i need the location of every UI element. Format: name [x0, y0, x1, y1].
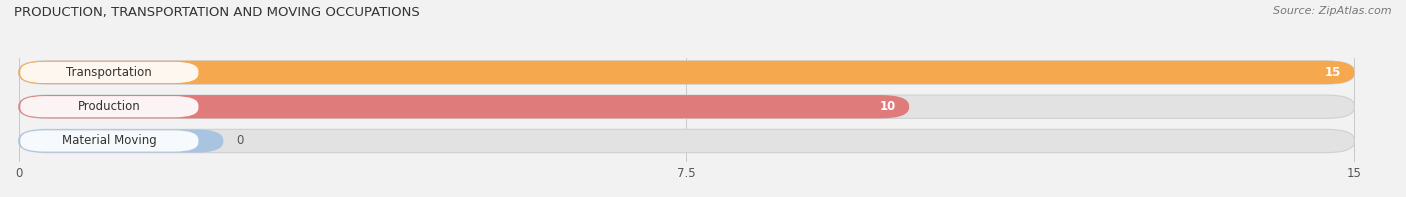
FancyBboxPatch shape — [18, 129, 1354, 153]
FancyBboxPatch shape — [18, 129, 224, 153]
Text: 15: 15 — [1324, 66, 1341, 79]
FancyBboxPatch shape — [18, 95, 1354, 118]
FancyBboxPatch shape — [18, 95, 910, 118]
FancyBboxPatch shape — [20, 62, 198, 83]
Text: PRODUCTION, TRANSPORTATION AND MOVING OCCUPATIONS: PRODUCTION, TRANSPORTATION AND MOVING OC… — [14, 6, 420, 19]
Text: 0: 0 — [236, 135, 245, 148]
FancyBboxPatch shape — [18, 61, 1354, 84]
FancyBboxPatch shape — [20, 96, 198, 117]
Text: Material Moving: Material Moving — [62, 135, 156, 148]
Text: Source: ZipAtlas.com: Source: ZipAtlas.com — [1274, 6, 1392, 16]
Text: Production: Production — [77, 100, 141, 113]
Text: Transportation: Transportation — [66, 66, 152, 79]
FancyBboxPatch shape — [18, 61, 1354, 84]
FancyBboxPatch shape — [20, 130, 198, 152]
Text: 10: 10 — [880, 100, 896, 113]
